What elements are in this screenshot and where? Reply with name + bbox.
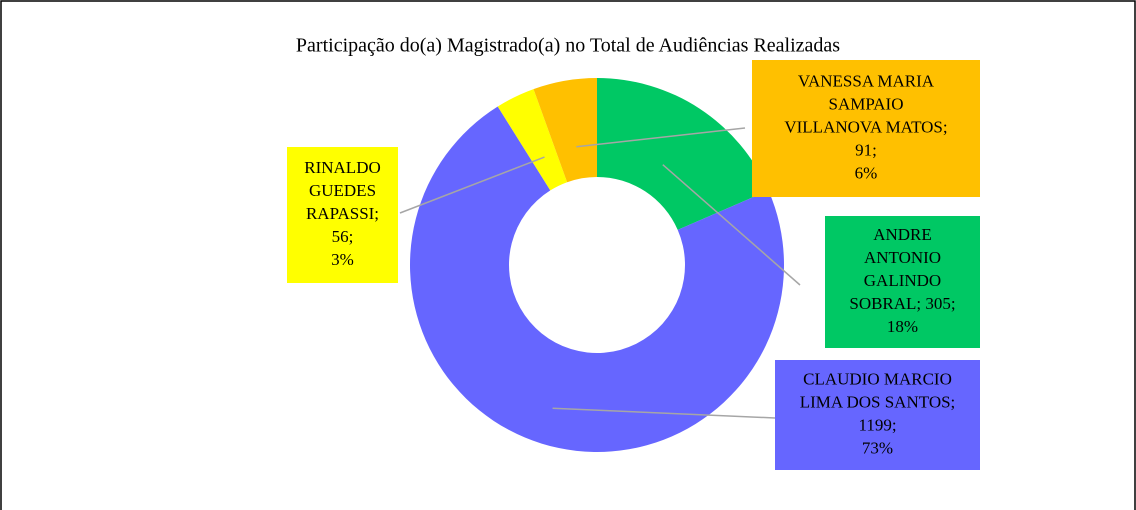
donut-slice [497,89,568,191]
data-label: 1199; [858,415,896,434]
data-label: 91; [855,140,877,159]
chart-title: Participação do(a) Magistrado(a) no Tota… [296,35,840,57]
leader-line [662,164,801,286]
donut-slice [410,106,784,452]
data-label-box [287,147,398,283]
data-label: GALINDO [864,271,941,290]
data-label: SAMPAIO [829,94,904,113]
leader-line [399,156,545,214]
data-label-box [752,60,980,197]
data-label-box [775,360,980,470]
data-label: VILLANOVA MATOS; [784,117,947,136]
data-label: ANDRE [873,225,932,244]
data-label: RAPASSI; [306,204,379,223]
data-label: 18% [887,317,918,336]
data-label: ANTONIO [864,248,941,267]
donut-slice [597,78,769,230]
data-label: SOBRAL; 305; [849,294,955,313]
leader-line [552,407,776,419]
data-label: RINALDO [304,158,381,177]
donut-slice [533,78,597,183]
data-label: 6% [855,163,878,182]
leader-line [576,127,746,148]
data-label: LIMA DOS SANTOS; [800,392,956,411]
data-label: 56; [332,227,354,246]
data-label: 3% [331,250,354,269]
data-label: CLAUDIO MARCIO [803,369,952,388]
data-label: GUEDES [309,181,376,200]
data-label: VANESSA MARIA [798,71,935,90]
data-label: 73% [862,438,893,457]
data-label-box [825,216,980,348]
